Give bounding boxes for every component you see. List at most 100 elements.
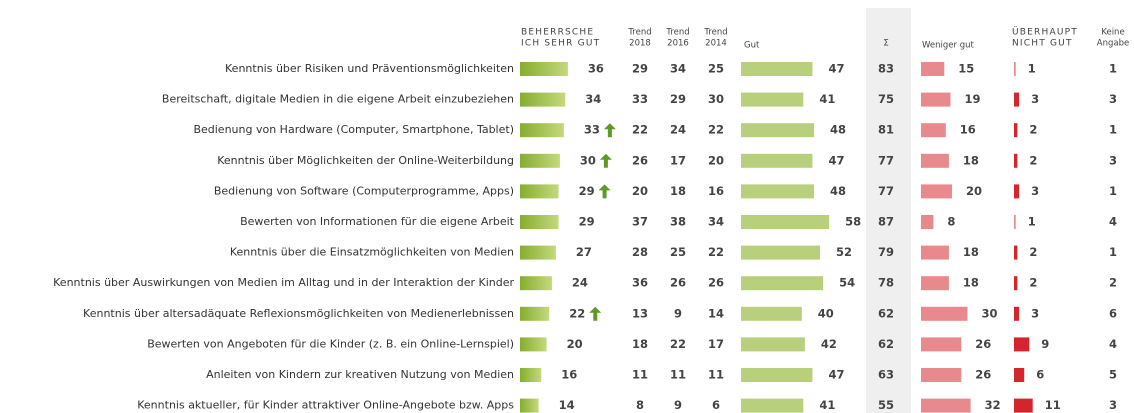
row-label: Bewerten von Angeboten für die Kinder (z… [147, 337, 514, 350]
value-sum: 63 [878, 368, 894, 382]
value-not-good: 3 [1031, 306, 1039, 320]
bar-very-good [520, 306, 550, 321]
value-very-good: 30 [580, 153, 596, 167]
bar-very-good [520, 215, 559, 229]
value-sum: 75 [878, 92, 894, 106]
value-trend-2018: 18 [632, 337, 648, 351]
bar-less-good [921, 245, 949, 260]
value-trend-2018: 8 [636, 398, 644, 412]
value-no-answer: 5 [1109, 368, 1117, 382]
bar-good [741, 276, 824, 291]
value-trend-2014: 6 [712, 398, 720, 412]
value-less-good: 18 [963, 276, 979, 290]
value-not-good: 1 [1028, 215, 1036, 229]
bar-very-good [520, 368, 542, 382]
value-no-answer: 2 [1109, 276, 1117, 290]
value-not-good: 9 [1041, 337, 1049, 351]
value-trend-2016: 17 [670, 153, 686, 167]
value-very-good: 29 [579, 215, 595, 229]
value-good: 42 [821, 337, 837, 351]
value-no-answer: 1 [1109, 184, 1117, 198]
value-good: 47 [828, 153, 844, 167]
bar-not-good [1014, 398, 1033, 413]
value-trend-2014: 14 [708, 306, 724, 320]
value-trend-2014: 22 [708, 245, 724, 259]
bar-good [741, 398, 804, 413]
row-label: Bereitschaft, digitale Medien in die eig… [162, 93, 514, 106]
value-trend-2014: 25 [708, 62, 724, 76]
column-header: Trend [703, 28, 727, 38]
bar-less-good [921, 306, 968, 321]
value-trend-2018: 37 [632, 215, 648, 229]
value-good: 54 [839, 276, 855, 290]
column-header: 2016 [667, 39, 689, 49]
value-not-good: 2 [1029, 153, 1037, 167]
bar-not-good [1014, 245, 1018, 260]
value-trend-2014: 30 [708, 92, 724, 106]
value-less-good: 8 [947, 215, 955, 229]
bar-good [741, 123, 814, 138]
value-no-answer: 1 [1109, 123, 1117, 137]
value-no-answer: 1 [1109, 62, 1117, 76]
value-sum: 79 [878, 245, 894, 259]
value-not-good: 2 [1029, 245, 1037, 259]
value-trend-2014: 20 [708, 153, 724, 167]
bar-not-good [1014, 92, 1020, 107]
value-trend-2018: 28 [632, 245, 648, 259]
value-no-answer: 1 [1109, 245, 1117, 259]
bar-not-good [1014, 123, 1018, 138]
bar-good [741, 368, 813, 382]
value-not-good: 1 [1028, 62, 1036, 76]
bar-very-good [520, 337, 547, 352]
value-no-answer: 3 [1109, 153, 1117, 167]
value-good: 58 [845, 215, 861, 229]
value-trend-2014: 16 [708, 184, 724, 198]
bar-good [741, 153, 813, 168]
value-good: 40 [818, 306, 834, 320]
value-no-answer: 3 [1109, 92, 1117, 106]
trend-up-arrow [589, 306, 602, 321]
value-less-good: 26 [975, 337, 991, 351]
value-sum: 83 [878, 62, 894, 76]
value-trend-2014: 11 [708, 368, 724, 382]
row-label: Bedienung von Software (Computerprogramm… [214, 184, 514, 197]
row-label: Bedienung von Hardware (Computer, Smartp… [193, 123, 514, 136]
value-less-good: 15 [958, 62, 974, 76]
column-header: NICHT GUT [1012, 39, 1073, 49]
bar-less-good [921, 62, 945, 76]
value-not-good: 6 [1036, 368, 1044, 382]
value-trend-2018: 36 [632, 276, 648, 290]
value-sum: 87 [878, 215, 894, 229]
value-very-good: 14 [559, 398, 575, 412]
value-no-answer: 4 [1109, 337, 1117, 351]
value-trend-2016: 11 [670, 368, 686, 382]
value-very-good: 24 [572, 276, 588, 290]
trend-up-arrow [598, 184, 611, 199]
row-label: Kenntnis über Auswirkungen von Medien im… [53, 276, 514, 289]
value-trend-2018: 22 [632, 123, 648, 137]
column-header: Keine [1101, 28, 1124, 38]
value-good: 47 [828, 62, 844, 76]
value-not-good: 2 [1029, 276, 1037, 290]
value-sum: 55 [878, 398, 894, 412]
value-sum: 78 [878, 276, 894, 290]
value-good: 41 [819, 92, 835, 106]
value-less-good: 18 [963, 153, 979, 167]
bar-less-good [921, 398, 971, 413]
value-very-good: 27 [576, 245, 592, 259]
column-header: Weniger gut [922, 41, 974, 51]
bar-good [741, 306, 802, 321]
bar-less-good [921, 123, 946, 138]
bar-good [741, 215, 830, 229]
bar-less-good [921, 337, 962, 352]
bar-less-good [921, 153, 949, 168]
value-less-good: 30 [982, 306, 998, 320]
value-not-good: 11 [1045, 398, 1061, 412]
row-label: Kenntnis über Risiken und Präventionsmög… [225, 62, 514, 75]
column-header: ICH SEHR GUT [521, 39, 600, 49]
bar-good [741, 337, 805, 352]
value-less-good: 26 [975, 368, 991, 382]
value-not-good: 3 [1031, 184, 1039, 198]
value-very-good: 16 [561, 368, 577, 382]
